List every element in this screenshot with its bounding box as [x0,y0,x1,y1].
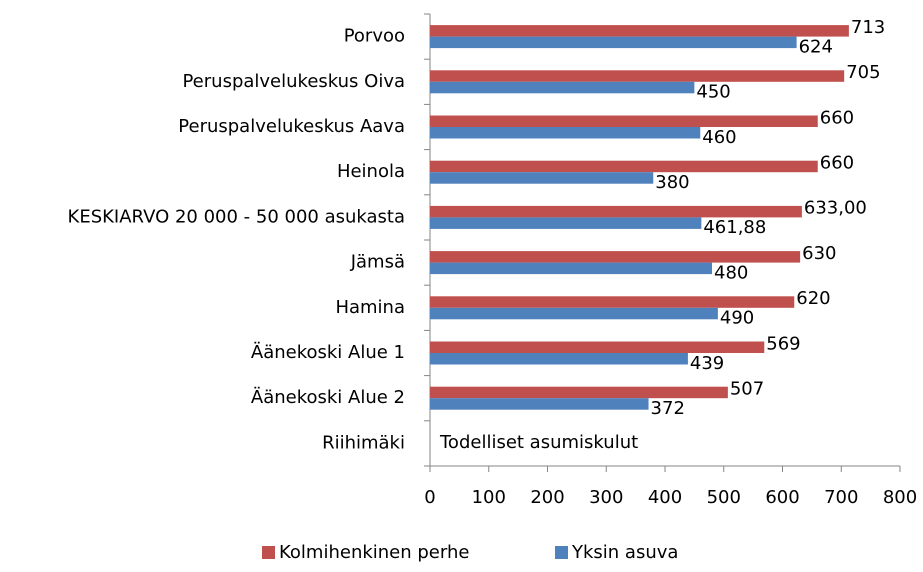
value-label: 633,00 [804,198,867,219]
y-tick-label: Äänekoski Alue 2 [251,387,405,408]
bar [430,172,654,184]
annotation: Todelliset asumiskulut [439,432,638,453]
y-tick-label: Porvoo [344,26,405,47]
bar [430,307,718,320]
value-label: 660 [820,152,854,173]
bar [430,127,701,139]
bar [430,115,818,127]
value-label: 372 [651,398,685,419]
value-label: 660 [820,107,854,128]
y-tick-label: Peruspalvelukeskus Oiva [182,71,405,92]
x-tick-label: 200 [530,487,564,508]
x-tick-label: 100 [472,487,506,508]
value-label: 439 [690,353,724,374]
value-label: 480 [714,262,748,283]
value-label: 460 [702,127,736,148]
y-tick-label: Heinola [337,161,405,182]
bar [430,205,802,218]
legend-label: Yksin asuva [571,542,678,563]
y-tick-label: Peruspalvelukeskus Aava [178,116,405,137]
bar [430,353,688,365]
y-tick-label: Jämsä [350,252,405,273]
x-tick-label: 500 [707,487,741,508]
bar [430,70,845,82]
value-label: 713 [851,17,885,38]
value-label: 490 [720,308,754,329]
x-tick-label: 300 [589,487,623,508]
value-label: 450 [696,82,730,103]
value-label: 705 [846,62,880,83]
value-label: 630 [802,243,836,264]
value-label: 569 [766,333,800,354]
bar [430,296,795,308]
value-label: 461,88 [703,217,766,238]
y-tick-label: Hamina [335,297,405,318]
bar [430,160,818,173]
bar [430,251,801,263]
value-label: 620 [796,288,830,309]
x-tick-label: 600 [765,487,799,508]
x-tick-label: 700 [824,487,858,508]
x-tick-label: 400 [648,487,682,508]
bar [430,217,702,229]
y-tick-label: Äänekoski Alue 1 [251,342,405,363]
bar [430,81,695,94]
x-tick-label: 0 [424,487,435,508]
bar [430,262,712,275]
bar [430,386,728,399]
value-label: 380 [655,172,689,193]
bar [430,36,797,49]
bar [430,341,765,353]
x-tick-label: 800 [883,487,917,508]
bar [430,25,849,37]
value-label: 624 [799,36,833,57]
bar [430,398,649,410]
legend-swatch [262,546,275,559]
legend-label: Kolmihenkinen perhe [279,542,469,563]
y-tick-label: Riihimäki [322,432,405,453]
y-tick-label: KESKIARVO 20 000 - 50 000 asukasta [68,206,405,227]
value-label: 507 [730,378,764,399]
legend-swatch [555,546,568,559]
